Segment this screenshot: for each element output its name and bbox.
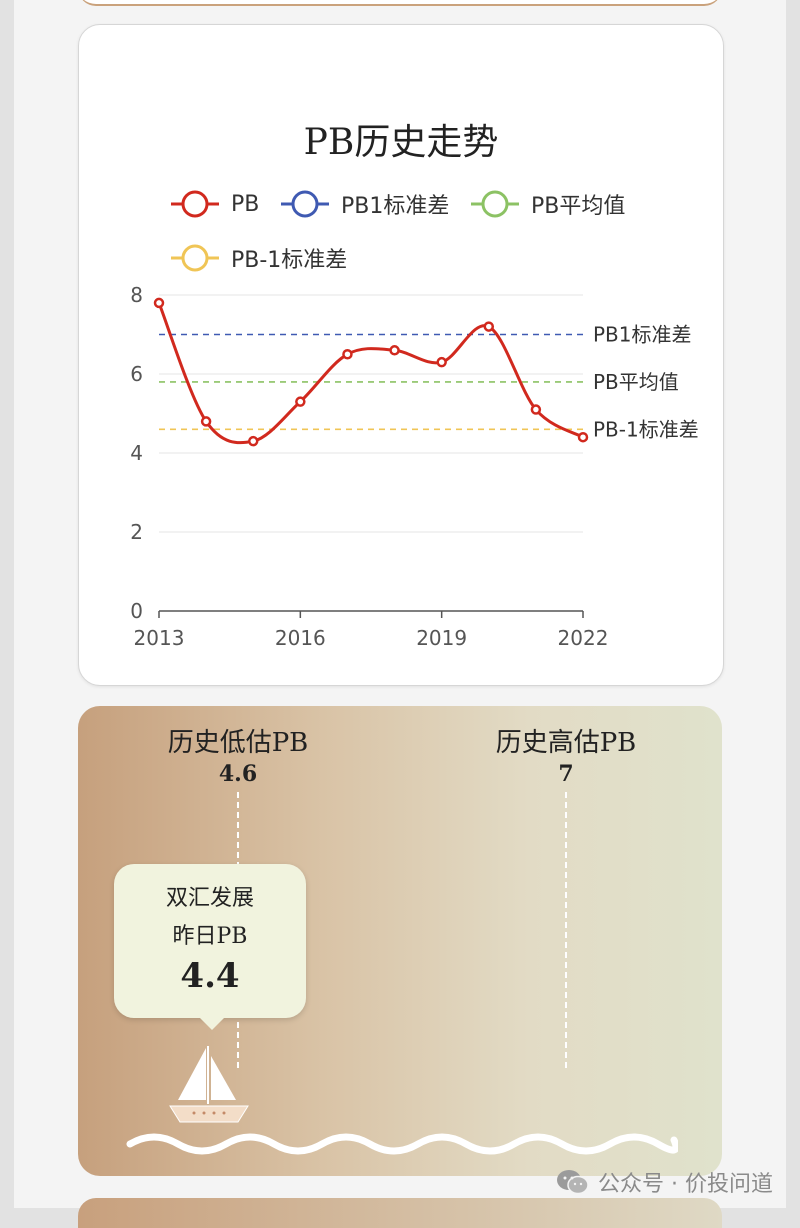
wechat-icon (557, 1170, 589, 1195)
legend-pb-plus1sd-marker (281, 190, 329, 218)
pb-series-line (157, 302, 584, 445)
legend-pb-label: PB (231, 191, 260, 217)
wave-icon (126, 1133, 678, 1155)
low-valuation-value: 4.6 (218, 761, 258, 787)
pb-chart-card: PB历史走势 PB PB1标准差 PB平均值 PB-1标准差 0 2 4 6 8 2013… (78, 24, 724, 686)
ref-label-0: PB1标准差 (593, 323, 692, 347)
previous-card-edge (78, 0, 722, 6)
high-valuation-label: 历史高估PB (495, 728, 637, 758)
current-pb-label: 昨日PB (172, 924, 248, 949)
high-valuation-block: 历史高估PB 7 (456, 722, 676, 787)
x-tick-label-2022: 2022 (558, 626, 609, 650)
company-name: 双汇发展 (165, 886, 254, 911)
legend-pb-minus1sd-label: PB-1标准差 (231, 248, 348, 273)
pb-point-2016 (295, 396, 306, 407)
y-tick-label-0: 0 (130, 599, 143, 623)
legend-pb-marker (171, 190, 219, 218)
current-pb-value: 4.4 (180, 956, 240, 996)
pb-point-2014 (200, 416, 212, 427)
legend-pb-mean-marker (471, 190, 519, 218)
x-tick-label-2013: 2013 (134, 626, 185, 650)
pb-point-2015 (247, 435, 259, 447)
legend-pb-plus1sd-label: PB1标准差 (341, 194, 450, 219)
ref-label-2: PB-1标准差 (593, 417, 699, 441)
legend-pb[interactable]: PB (171, 187, 259, 221)
legend-pb-mean-label: PB平均值 (531, 194, 626, 219)
legend-pb-minus1sd-marker (171, 244, 219, 272)
chart-title: PB历史走势 (303, 122, 499, 163)
y-tick-label-6: 6 (130, 362, 143, 386)
legend-pb-mean[interactable]: PB平均值 (471, 187, 625, 221)
current-pb-bubble: 双汇发展 昨日PB 4.4 (114, 864, 306, 1030)
pb-point-2021 (530, 404, 542, 415)
y-tick-label-8: 8 (130, 283, 143, 307)
next-card-edge (78, 1198, 722, 1228)
high-valuation-value: 7 (558, 761, 574, 787)
x-tick-label-2016: 2016 (275, 626, 326, 650)
legend-pb-plus1sd[interactable]: PB1标准差 (281, 187, 449, 221)
y-tick-label-4: 4 (130, 441, 143, 465)
legend-pb-minus1sd[interactable]: PB-1标准差 (171, 241, 347, 275)
x-tick-label-2019: 2019 (416, 626, 467, 650)
low-valuation-block: 历史低估PB 4.6 (128, 722, 348, 787)
high-valuation-marker-line (565, 792, 567, 1068)
sailboat-icon (169, 1046, 249, 1123)
low-valuation-label: 历史低估PB (167, 728, 309, 758)
pb-line-chart: 0 2 4 6 8 2013 2016 2019 2022 PB1标准差 PB平均值 PB-1标准差 (130, 283, 699, 650)
pb-valuation-gauge: 历史低估PB 4.6 历史高估PB 7 双汇发展 昨日PB 4.4 (78, 706, 722, 1176)
pb-point-2017 (342, 349, 353, 360)
pb-point-2019 (436, 356, 447, 368)
pb-point-2022 (577, 431, 589, 443)
y-tick-label-2: 2 (130, 520, 143, 544)
pb-point-2018 (389, 345, 400, 356)
watermark: 公众号 · 价投问道 (556, 1162, 773, 1202)
ref-label-1: PB平均值 (593, 370, 679, 394)
pb-point-2013 (153, 297, 165, 309)
watermark-text: 公众号 · 价投问道 (598, 1172, 773, 1197)
pb-point-2020 (483, 321, 495, 332)
